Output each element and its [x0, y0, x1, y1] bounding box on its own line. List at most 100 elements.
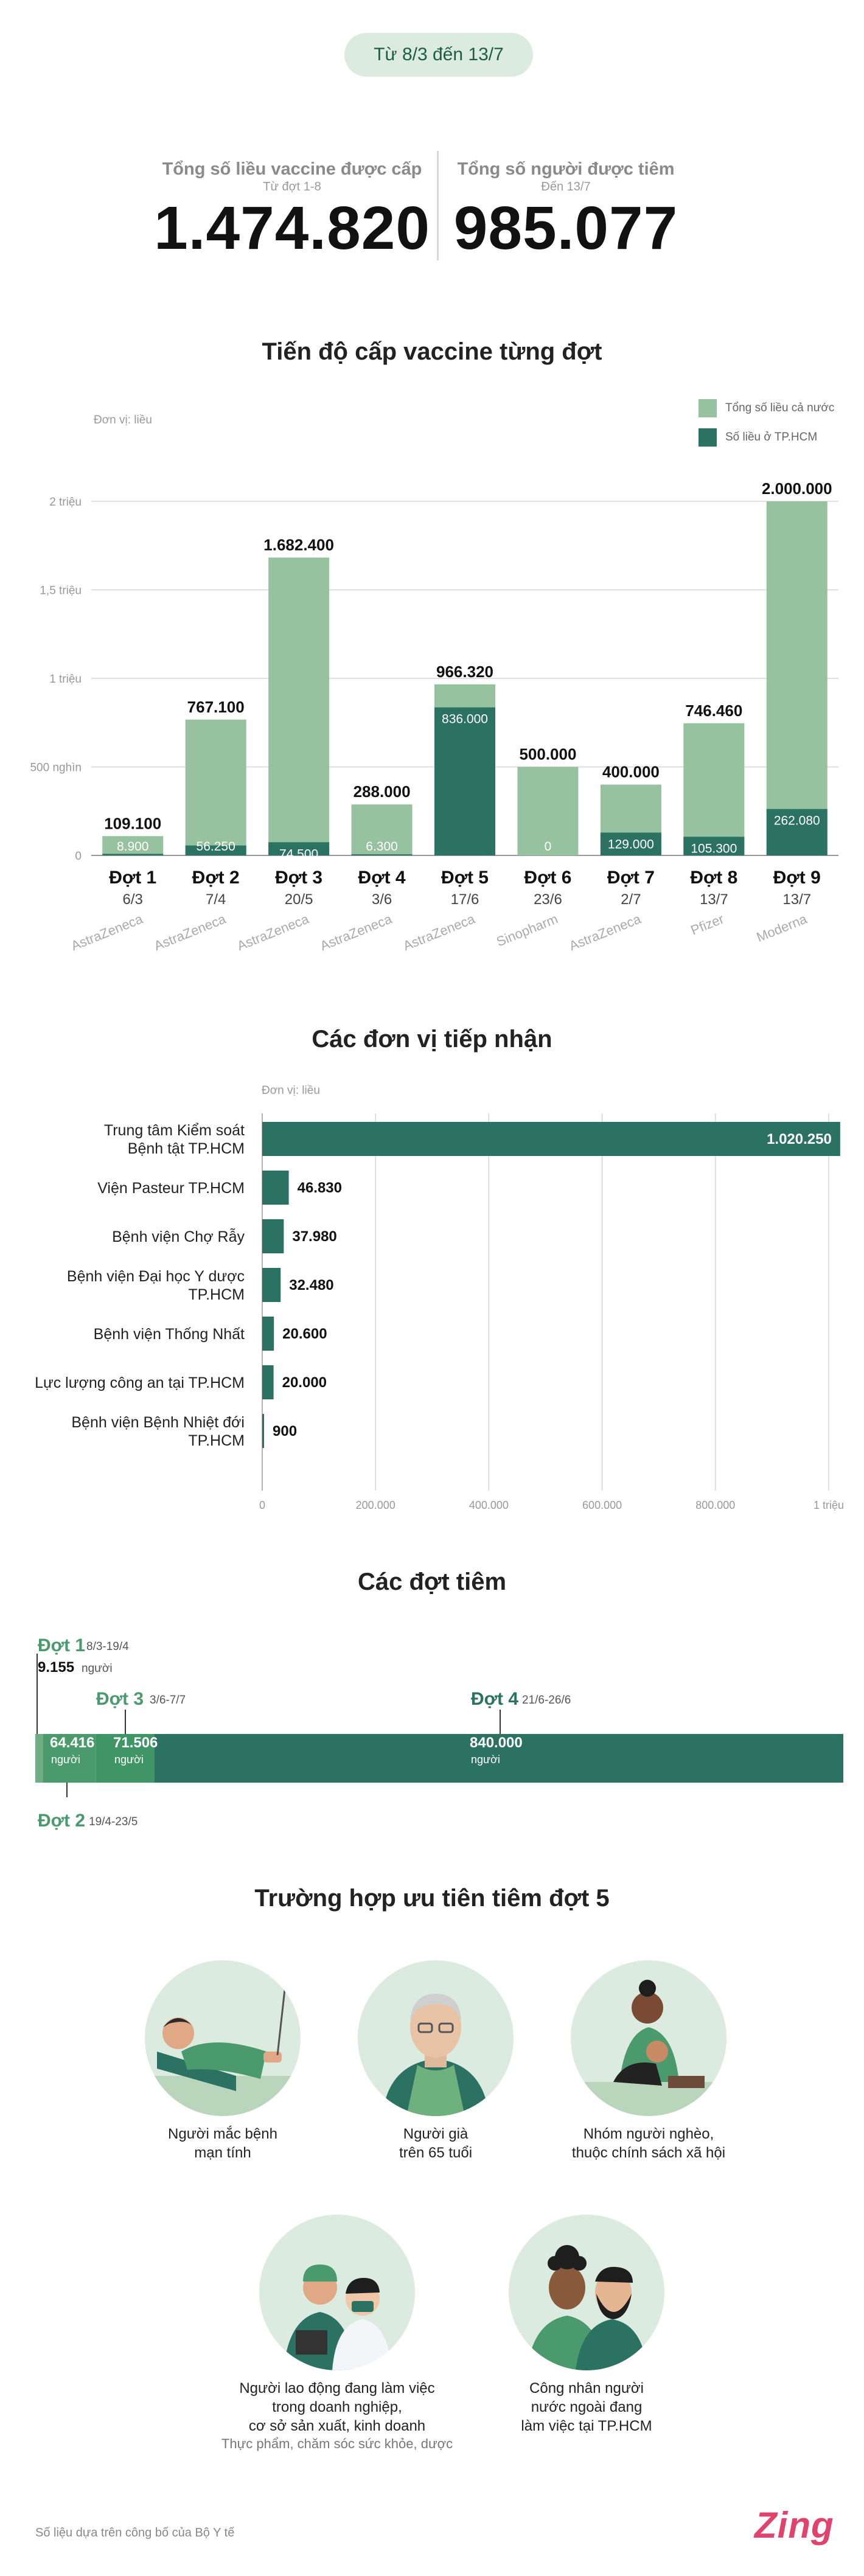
round-4-name: Đợt 4 [471, 1689, 518, 1709]
doses-value: 1.474.820 [154, 194, 430, 262]
bar-total-label: 500.000 [519, 745, 576, 764]
source-note: Số liệu dựa trên công bố của Bộ Y tế [35, 2526, 235, 2539]
round-3-value: 71.506 [113, 1735, 158, 1751]
round-4-unit: người [471, 1753, 500, 1766]
priority-group-5: Công nhân người nước ngoài đang làm việc t… [521, 2380, 652, 2434]
x-category-label: Đợt 3 [275, 868, 322, 888]
round-2-dates: 19/4-23/5 [89, 1815, 138, 1828]
bar-total-label: 288.000 [354, 782, 411, 801]
bar-hcm [683, 837, 745, 855]
priority-group-2: Người già trên 65 tuổi [399, 2126, 473, 2161]
elderly-illustration [358, 1960, 514, 2116]
x-category-label: Đợt 6 [524, 868, 571, 888]
hbar-value-label: 32.480 [289, 1277, 333, 1293]
chart2-unit: Đơn vị: liều [262, 1084, 320, 1097]
doses-label: Tổng số liều vaccine được cấp [162, 159, 422, 179]
priority-group-3: Nhóm người nghèo, thuộc chính sách xã hội [571, 2126, 726, 2161]
round-3-unit: người [114, 1753, 144, 1766]
people-label: Tổng số người được tiêm [457, 159, 675, 179]
y-tick-label: 0 [75, 850, 82, 863]
bar-hcm-label: 74.500 [279, 847, 318, 861]
x-date-label: 2/7 [621, 891, 641, 908]
y-tick-label: 2 triệu [49, 496, 82, 509]
vaccine-label: Moderna [754, 911, 810, 945]
chart3-title: Các đợt tiêm [357, 1568, 507, 1595]
patient-in-bed-icon [145, 1978, 301, 2116]
zing-logo[interactable]: Zing [754, 2505, 834, 2546]
x-category-label: Đợt 1 [109, 868, 156, 888]
bar-hcm [351, 854, 413, 855]
bar-hcm-label: 8.900 [117, 840, 149, 854]
legend-hcm-label: Số liều ở TP.HCM [725, 431, 818, 444]
round-segment [96, 1734, 155, 1783]
category-label: TP.HCM [188, 1286, 245, 1303]
bar-hcm-label: 262.080 [774, 814, 820, 828]
x-date-label: 13/7 [782, 891, 811, 908]
bar-hcm-label: 836.000 [442, 712, 488, 726]
hbar [262, 1317, 274, 1351]
hbar [262, 1268, 281, 1302]
chronic-illness-illustration [145, 1960, 301, 2116]
round-3-dates: 3/6-7/7 [150, 1694, 186, 1707]
doses-sub: Từ đợt 1-8 [263, 180, 321, 193]
vaccine-label: AstraZeneca [401, 911, 478, 953]
bar-total [517, 767, 579, 855]
vaccine-label: Sinopharm [494, 911, 560, 949]
x-date-label: 6/3 [123, 891, 143, 908]
bar-total-label: 2.000.000 [762, 479, 832, 498]
legend-swatch-hcm [699, 428, 717, 447]
round-3-name: Đợt 3 [96, 1689, 144, 1709]
chart2-title: Các đơn vị tiếp nhận [312, 1026, 552, 1053]
bar-hcm [600, 832, 661, 855]
hbar-value-label: 20.600 [282, 1326, 327, 1342]
workers-illustration [259, 2215, 415, 2370]
priority-group-4-sub: Thực phẩm, chăm sóc sức khỏe, dược [221, 2436, 453, 2451]
bar-hcm-label: 6.300 [366, 840, 398, 854]
date-range-pill: Từ 8/3 đến 13/7 [344, 33, 533, 77]
x-date-label: 7/4 [206, 891, 226, 908]
round-1-dates: 8/3-19/4 [86, 1640, 129, 1653]
recipient-units-chart: 0 200.000 400.000 600.000 800.000 1 triệu 1.02… [35, 1113, 844, 1511]
bar-total-label: 966.320 [436, 663, 493, 681]
round-2-value: 64.416 [50, 1735, 94, 1751]
category-label: TP.HCM [188, 1432, 245, 1449]
vaccine-label: Pfizer [689, 911, 726, 938]
foreign-workers-icon [527, 2245, 647, 2370]
x-tick-label: 1 triệu [813, 1499, 844, 1511]
category-label: Bệnh viện Đại học Y dược [67, 1268, 245, 1285]
x-category-label: Đợt 7 [607, 868, 655, 888]
hbar-value-label: 900 [273, 1423, 297, 1439]
bar-hcm-label: 129.000 [608, 837, 654, 851]
x-tick-label: 200.000 [356, 1499, 395, 1511]
poor-family-illustration [571, 1960, 726, 2116]
legend-total-label: Tổng số liều cả nước [725, 402, 835, 414]
people-sub: Đến 13/7 [541, 180, 591, 193]
vaccine-label: AstraZeneca [318, 911, 394, 953]
x-tick-label: 0 [259, 1499, 265, 1511]
x-date-label: 17/6 [451, 891, 479, 908]
category-label: Trung tâm Kiểm soát [104, 1122, 245, 1139]
round-1-name: Đợt 1 [38, 1635, 85, 1655]
hbar [262, 1171, 289, 1205]
bar-total [766, 501, 827, 855]
priority-title: Trường hợp ưu tiên tiêm đợt 5 [254, 1885, 610, 1912]
elderly-person-icon [382, 1994, 489, 2116]
category-label: Bệnh tật TP.HCM [128, 1140, 245, 1157]
x-category-label: Đợt 5 [441, 868, 489, 888]
people-value: 985.077 [453, 194, 678, 262]
stats-divider [437, 151, 439, 260]
round-4-value: 840.000 [470, 1735, 523, 1751]
hbar-value-label: 37.980 [292, 1228, 336, 1245]
hbar [262, 1219, 284, 1253]
injection-rounds-chart: Đợt 1 8/3-19/4 9.155 người 64.416 người Đợt 2 1… [35, 1635, 843, 1831]
round-segment [154, 1734, 843, 1783]
chart1-unit: Đơn vị: liều [94, 414, 152, 426]
x-tick-label: 600.000 [582, 1499, 622, 1511]
vaccine-label: AstraZeneca [152, 911, 229, 953]
vaccine-label: AstraZeneca [69, 911, 145, 953]
bar-total-label: 400.000 [602, 763, 660, 781]
hbar [262, 1122, 840, 1156]
round-2-unit: người [51, 1753, 80, 1766]
bar-total [268, 557, 330, 855]
hbar-value-label: 1.020.250 [767, 1131, 832, 1147]
